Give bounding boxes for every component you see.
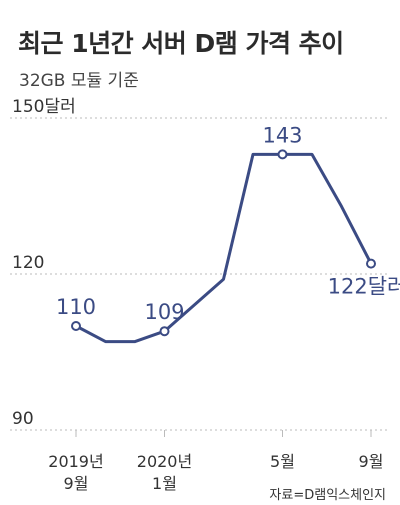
series-line (74, 152, 373, 344)
data-label-10: 122달러 (328, 275, 400, 299)
x-axis: 2019년 9월 2020년 1월 5월 9월 (48, 430, 383, 493)
data-label-7: 143 (262, 123, 302, 147)
point-marker-3 (159, 326, 170, 337)
point-marker-0 (71, 321, 81, 331)
x-tick-label-2: 5월 (270, 452, 295, 471)
data-markers (71, 149, 376, 337)
price-line (74, 152, 373, 344)
point-marker-10 (366, 258, 376, 269)
chart-subtitle: 32GB 모듈 기준 (19, 71, 139, 91)
y-tick-label-150: 150달러 (12, 97, 76, 117)
point-marker-7 (277, 149, 288, 160)
y-tick-label-90: 90 (12, 409, 34, 429)
source-note: 자료=D램익스체인지 (269, 488, 386, 503)
x-tick-label-1-line1: 2020년 (137, 452, 192, 471)
x-tick-label-0-line2: 9월 (64, 474, 89, 493)
chart-title: 최근 1년간 서버 D램 가격 추이 (18, 29, 344, 58)
x-tick-label-1-line2: 1월 (152, 474, 177, 493)
data-labels: 110 109 143 122달러 (56, 123, 400, 324)
data-label-0: 110 (56, 295, 96, 319)
gridlines (10, 117, 390, 431)
x-tick-label-0-line1: 2019년 (48, 452, 103, 471)
y-tick-label-120: 120 (12, 253, 44, 273)
x-tick-label-3: 9월 (359, 452, 384, 471)
y-axis-labels: 90 120 150달러 (12, 97, 76, 429)
data-label-3: 109 (144, 300, 184, 324)
